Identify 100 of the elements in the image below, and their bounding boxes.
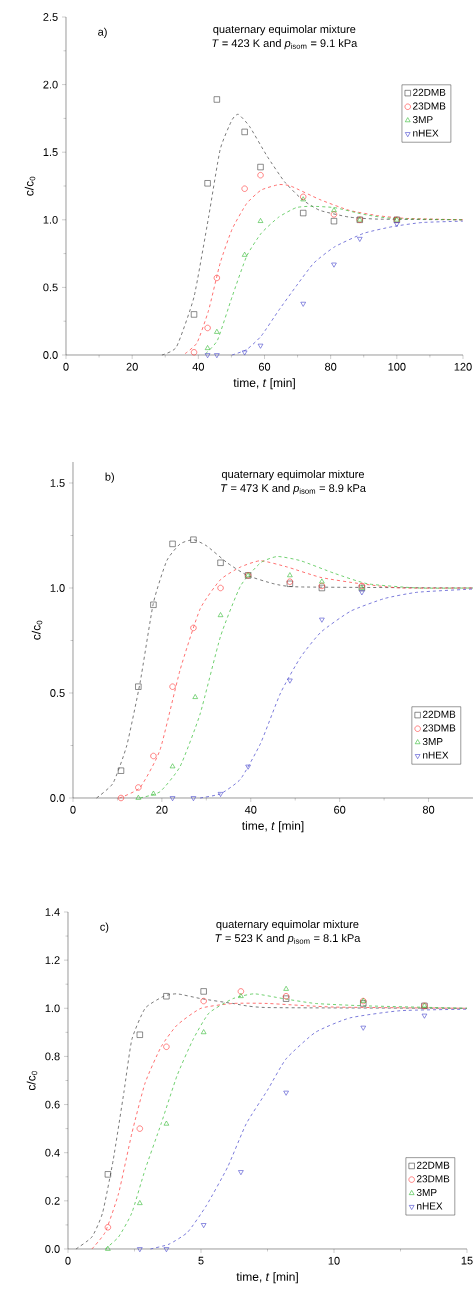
point: [136, 1031, 143, 1038]
point: [319, 617, 325, 623]
legend-label: nHEX: [423, 751, 449, 759]
point: [204, 353, 211, 359]
x-tick-label: 15: [461, 1256, 473, 1265]
x-axis-title: time, t [min]: [233, 378, 295, 390]
point: [135, 784, 142, 791]
legend-label: 23DMB: [413, 102, 446, 110]
y-tick-label: 0.5: [50, 689, 65, 697]
point: [287, 572, 293, 578]
point: [257, 163, 264, 171]
x-tick-label: 20: [126, 362, 138, 371]
x-tick-label: 120: [454, 362, 472, 371]
point: [238, 993, 244, 998]
x-tick-label: 0: [63, 362, 69, 371]
y-tick-label: 2.5: [43, 13, 58, 21]
point: [105, 1245, 111, 1251]
point: [300, 209, 307, 217]
x-tick-label: 60: [258, 362, 271, 371]
point: [190, 624, 197, 631]
point: [394, 222, 400, 227]
point: [331, 207, 337, 213]
y-tick-label: 1.2: [45, 956, 60, 964]
x-tick-label: 80: [325, 362, 337, 371]
y-axis-title: c/c$_{0}$: [26, 1071, 38, 1091]
x-tick-label: 10: [328, 1256, 340, 1265]
point: [217, 612, 224, 617]
point: [319, 578, 325, 584]
point: [421, 1013, 428, 1019]
text: T = 473 K and p$_{isom}$ = 8.9 kPa: [221, 483, 366, 495]
point: [163, 1043, 170, 1050]
y-tick-label: 1.5: [43, 148, 58, 157]
point: [150, 752, 157, 760]
point: [213, 96, 220, 103]
y-tick-label: 0.0: [50, 794, 65, 802]
point: [117, 767, 125, 774]
legend-label: nHEX: [417, 1202, 443, 1210]
point: [200, 1029, 207, 1035]
legend-label: 23DMB: [422, 724, 456, 732]
point: [359, 590, 365, 596]
y-axis-title: c/c$_{0}$: [31, 620, 43, 640]
point: [169, 796, 176, 802]
legend-label: 22DMB: [413, 88, 446, 96]
y-tick-label: 0.4: [45, 1148, 60, 1157]
point: [237, 988, 244, 995]
x-tick-label: 40: [192, 362, 204, 371]
line-series: [199, 588, 474, 799]
point: [192, 694, 198, 699]
y-tick-label: 1.0: [43, 215, 58, 224]
annotation: b): [105, 472, 114, 483]
text: T = 423 K and p$_{isom}$ = 9.1 kPa: [212, 39, 358, 50]
y-tick-label: 0.8: [45, 1052, 60, 1061]
point: [163, 1120, 170, 1126]
point: [137, 1247, 143, 1253]
point: [150, 601, 157, 608]
point: [300, 301, 306, 307]
legend-label: nHEX: [413, 129, 439, 137]
point: [283, 1090, 289, 1096]
y-tick-label: 1.4: [45, 908, 60, 916]
point: [204, 345, 211, 350]
point: [241, 251, 248, 257]
y-tick-label: 1.0: [50, 584, 65, 592]
point: [190, 311, 198, 318]
text: quaternary equimolar mixture: [213, 25, 356, 36]
y-tick-label: 0.0: [45, 1245, 60, 1253]
point: [190, 536, 197, 543]
point: [360, 1025, 366, 1031]
legend-label: 23DMB: [416, 1175, 450, 1183]
point: [137, 1200, 143, 1205]
line-series: [184, 184, 464, 354]
point: [163, 1247, 170, 1253]
point: [163, 993, 170, 1000]
point: [241, 128, 248, 136]
point: [357, 237, 363, 242]
point: [241, 185, 248, 192]
x-tick-label: 0: [65, 1256, 71, 1265]
y-tick-label: 1.0: [45, 1004, 60, 1013]
annotation: a): [98, 27, 107, 38]
y-tick-label: 0.5: [43, 283, 58, 292]
point: [204, 324, 211, 332]
legend-label: 22DMB: [422, 710, 456, 718]
text: quaternary equimolar mixture: [221, 469, 365, 481]
legend-label: 3MP: [416, 1188, 437, 1196]
point: [117, 794, 125, 802]
point: [136, 1125, 143, 1132]
legend-label: 3MP: [412, 116, 433, 124]
point: [217, 792, 224, 797]
point: [214, 353, 220, 359]
legend-label: 3MP: [422, 738, 443, 746]
x-axis-title: time, t [min]: [241, 821, 304, 833]
text: quaternary equimolar mixture: [216, 919, 359, 931]
line-series: [205, 205, 464, 354]
point: [238, 1170, 244, 1176]
point: [190, 796, 197, 802]
point: [200, 1223, 207, 1229]
point: [257, 172, 264, 179]
point: [241, 350, 248, 356]
point: [214, 328, 220, 334]
y-tick-label: 2.0: [43, 80, 58, 89]
point: [217, 559, 224, 566]
